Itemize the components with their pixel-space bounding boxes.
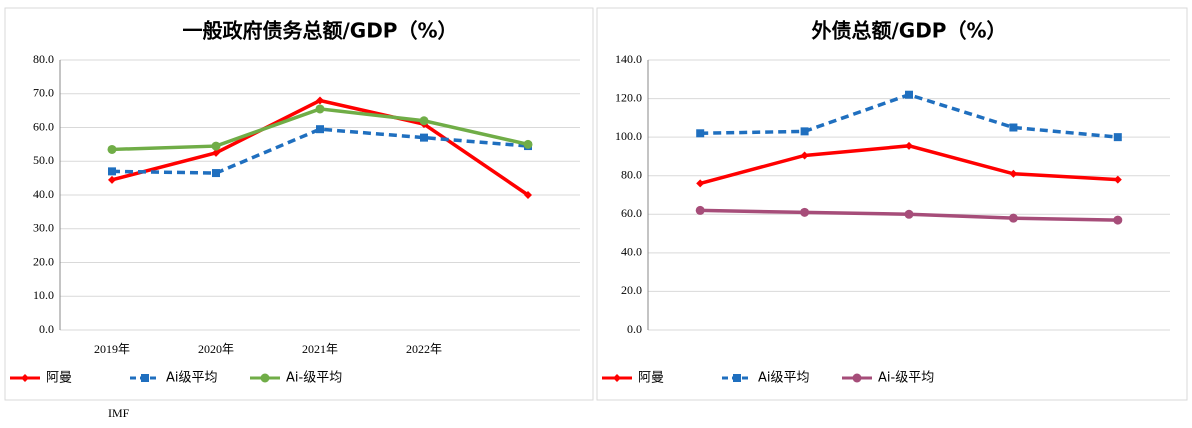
y-tick-label: 40.0 xyxy=(33,187,54,201)
point xyxy=(905,90,913,99)
point xyxy=(108,175,116,184)
chart-frame xyxy=(4,7,594,401)
y-tick-label: 80.0 xyxy=(33,52,54,66)
line xyxy=(111,127,529,175)
y-tick-label: 40.0 xyxy=(621,245,642,259)
y-tick-label: 120.0 xyxy=(615,90,642,104)
point xyxy=(316,96,324,105)
point xyxy=(419,116,429,126)
point xyxy=(1009,169,1018,178)
point xyxy=(260,373,270,383)
point xyxy=(1113,215,1123,225)
point xyxy=(696,179,705,188)
legend-label: Ai级平均 xyxy=(758,371,810,386)
chart-frame xyxy=(596,7,1188,401)
y-tick-label: 20.0 xyxy=(621,283,642,297)
legend-label: Ai-级平均 xyxy=(878,371,934,386)
y-tick-label: 30.0 xyxy=(33,221,54,235)
point xyxy=(800,127,809,136)
y-tick-label: 60.0 xyxy=(621,206,642,220)
y-tick-label: 0.0 xyxy=(627,322,642,336)
point xyxy=(852,373,862,383)
point xyxy=(211,141,221,151)
point xyxy=(1113,175,1122,184)
x-tick-label: 2021年 xyxy=(302,342,338,356)
legend-label: 阿曼 xyxy=(638,371,664,386)
point xyxy=(21,374,29,382)
source: IMF xyxy=(108,406,130,420)
point xyxy=(108,167,116,176)
legend-label: Ai-级平均 xyxy=(286,371,342,386)
y-tick-label: 60.0 xyxy=(33,119,54,133)
point xyxy=(212,148,220,157)
chart-title: 外债总额/GDP（%） xyxy=(811,19,1006,43)
point xyxy=(523,139,533,149)
point xyxy=(141,374,149,382)
point xyxy=(800,151,809,160)
y-tick-label: 80.0 xyxy=(621,167,642,181)
y-tick-label: 50.0 xyxy=(33,153,54,167)
point xyxy=(904,209,914,219)
line xyxy=(699,144,1118,186)
point xyxy=(695,205,705,215)
point xyxy=(1009,123,1018,132)
point xyxy=(800,207,810,217)
point xyxy=(316,125,324,134)
y-tick-label: 20.0 xyxy=(33,254,54,268)
point xyxy=(1008,213,1018,223)
point xyxy=(107,144,117,154)
y-tick-label: 140.0 xyxy=(615,52,642,66)
chart-title: 一般政府债务总额/GDP（%） xyxy=(182,19,457,43)
x-tick-label: 2022年 xyxy=(406,342,442,356)
legend-label: Ai级平均 xyxy=(166,371,218,386)
point xyxy=(420,133,428,142)
x-tick-label: 2019年 xyxy=(94,342,130,356)
y-tick-label: 10.0 xyxy=(33,288,54,302)
point xyxy=(315,104,325,114)
point xyxy=(696,129,705,138)
y-tick-label: 100.0 xyxy=(615,129,642,143)
line xyxy=(700,92,1118,139)
point xyxy=(733,374,741,382)
point xyxy=(613,374,621,382)
point xyxy=(1113,133,1122,142)
y-tick-label: 70.0 xyxy=(33,86,54,100)
legend-label: 阿曼 xyxy=(46,371,72,386)
point xyxy=(524,191,532,199)
point xyxy=(905,141,913,150)
x-tick-label: 2020年 xyxy=(198,342,234,356)
y-tick-label: 0.0 xyxy=(39,322,54,336)
point xyxy=(212,169,220,178)
